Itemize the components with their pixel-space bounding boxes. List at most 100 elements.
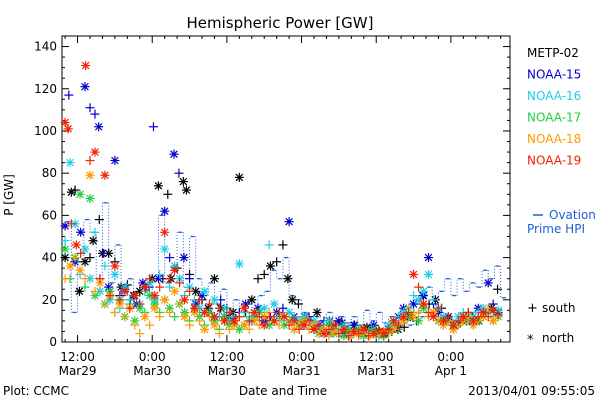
south-marker bbox=[163, 189, 173, 199]
marker-stroke bbox=[180, 253, 188, 262]
y-tick-label: 120 bbox=[34, 82, 57, 96]
south-marker bbox=[384, 324, 394, 334]
marker-stroke bbox=[330, 321, 338, 329]
north-marker bbox=[309, 324, 319, 334]
north-marker bbox=[389, 316, 399, 326]
north-marker bbox=[110, 156, 120, 166]
south-marker bbox=[125, 303, 135, 313]
marker-stroke bbox=[290, 317, 298, 325]
north-marker bbox=[130, 291, 140, 301]
x-tick-label-time: 12:00 bbox=[359, 350, 394, 364]
south-marker bbox=[60, 236, 70, 246]
legend-entry: NOAA-16 bbox=[527, 89, 581, 103]
marker-stroke bbox=[240, 304, 249, 313]
marker-stroke bbox=[131, 291, 139, 300]
south-marker bbox=[155, 282, 165, 292]
north-marker bbox=[209, 274, 219, 284]
south-marker bbox=[414, 282, 424, 292]
marker-stroke bbox=[101, 171, 109, 180]
north-marker bbox=[438, 316, 448, 326]
marker-stroke bbox=[76, 190, 84, 199]
north-marker bbox=[409, 269, 419, 279]
marker-stroke bbox=[200, 308, 209, 317]
legend-satellites: METP-02 NOAA-15 NOAA-16 NOAA-17 NOAA-18 NOAA-… bbox=[527, 46, 581, 168]
south-marker bbox=[259, 269, 269, 279]
x-tick-label-time: 0:00 bbox=[437, 350, 464, 364]
south-marker bbox=[304, 316, 314, 326]
south-marker bbox=[185, 286, 195, 296]
y-tick-label: 60 bbox=[42, 208, 57, 222]
y-tick-label: 20 bbox=[42, 293, 57, 307]
north-marker bbox=[88, 236, 98, 246]
x-tick-label-date: Apr 1 bbox=[435, 364, 467, 378]
south-marker bbox=[174, 168, 184, 178]
legend: METP-02 NOAA-15 NOAA-16 NOAA-17 NOAA-18 NOAA-… bbox=[527, 46, 596, 348]
north-marker bbox=[60, 221, 70, 231]
marker-stroke bbox=[81, 258, 89, 266]
north-marker bbox=[409, 312, 419, 322]
south-marker bbox=[155, 312, 165, 322]
south-marker bbox=[175, 278, 185, 288]
marker-stroke bbox=[160, 207, 169, 215]
south-marker bbox=[165, 274, 175, 284]
marker-stroke bbox=[104, 283, 113, 291]
north-marker bbox=[160, 295, 170, 305]
north-marker bbox=[247, 295, 257, 305]
south-marker bbox=[473, 312, 483, 322]
marker-stroke bbox=[86, 274, 94, 283]
north-marker bbox=[100, 170, 110, 180]
south-marker bbox=[483, 312, 493, 322]
north-marker bbox=[110, 261, 120, 271]
legend-ovation: Ovation Prime HPI bbox=[527, 208, 596, 236]
south-marker bbox=[428, 295, 438, 305]
legend-south: + south bbox=[527, 301, 576, 316]
x-tick-label-date: Mar31 bbox=[357, 364, 395, 378]
south-marker bbox=[145, 274, 155, 284]
marker-stroke bbox=[424, 253, 433, 262]
north-marker bbox=[60, 118, 70, 128]
south-marker bbox=[170, 312, 180, 322]
marker-stroke bbox=[288, 295, 297, 304]
south-marker bbox=[274, 307, 284, 317]
north-marker bbox=[239, 303, 249, 313]
north-marker bbox=[85, 193, 95, 203]
legend-entry: NOAA-17 bbox=[527, 111, 581, 125]
south-marker bbox=[443, 312, 453, 322]
south-marker bbox=[374, 324, 384, 334]
south-marker bbox=[94, 215, 104, 225]
north-marker bbox=[299, 320, 309, 330]
south-marker bbox=[264, 240, 274, 250]
south-marker bbox=[264, 312, 274, 322]
legend-entry: NOAA-19 bbox=[527, 154, 581, 168]
north-marker bbox=[170, 286, 180, 296]
marker-stroke bbox=[210, 274, 219, 283]
south-marker bbox=[165, 307, 175, 317]
plot-frame bbox=[61, 35, 511, 343]
south-marker bbox=[409, 291, 419, 301]
north-marker bbox=[150, 303, 160, 313]
south-marker bbox=[214, 303, 224, 313]
south-marker bbox=[399, 322, 409, 332]
marker-stroke bbox=[310, 325, 318, 334]
satellite-points-layer bbox=[60, 61, 503, 343]
marker-stroke bbox=[235, 260, 244, 268]
north-marker bbox=[76, 227, 86, 237]
marker-stroke bbox=[235, 173, 244, 182]
marker-stroke bbox=[266, 262, 275, 270]
legend-south-symbol: + bbox=[527, 301, 538, 316]
marker-stroke bbox=[64, 125, 73, 133]
marker-stroke bbox=[76, 266, 84, 275]
south-marker bbox=[100, 299, 110, 309]
south-marker bbox=[148, 122, 158, 132]
north-marker bbox=[75, 265, 85, 275]
north-marker bbox=[60, 244, 70, 254]
south-marker bbox=[324, 324, 334, 334]
north-marker bbox=[74, 286, 84, 296]
north-marker bbox=[85, 170, 95, 180]
north-marker bbox=[269, 316, 279, 326]
south-marker bbox=[64, 90, 74, 100]
south-marker bbox=[90, 109, 100, 119]
marker-stroke bbox=[190, 304, 199, 313]
south-marker bbox=[195, 316, 205, 326]
north-marker bbox=[359, 324, 369, 334]
